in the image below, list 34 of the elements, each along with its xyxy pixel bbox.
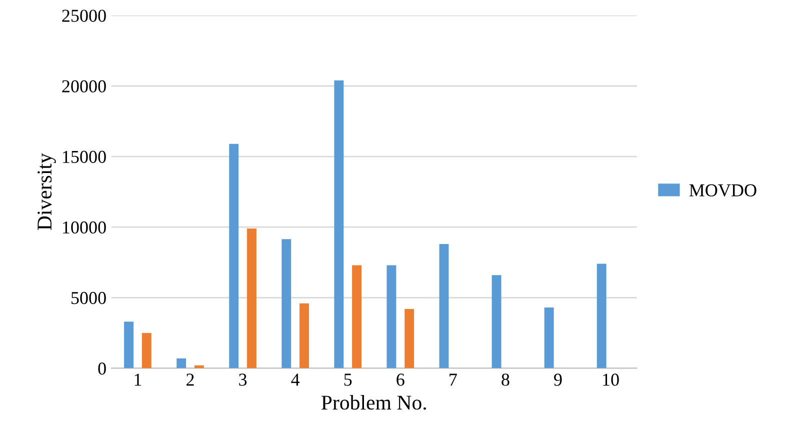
- bar: [229, 144, 239, 368]
- legend-label: MOVDO: [689, 184, 756, 197]
- bar: [544, 308, 554, 368]
- bar: [596, 264, 606, 368]
- x-tick-label: 4: [291, 374, 300, 386]
- y-axis-title: Diversity: [38, 153, 56, 230]
- bar: [124, 322, 134, 368]
- y-tick-label: 20000: [62, 80, 106, 92]
- y-tick-label: 10000: [63, 221, 106, 234]
- bar: [386, 265, 396, 368]
- x-tick-label: 2: [186, 374, 194, 386]
- x-tick-label: 1: [134, 374, 142, 386]
- x-tick-label: 6: [396, 374, 404, 386]
- bar: [142, 332, 152, 368]
- bar: [404, 308, 414, 368]
- bar: [300, 303, 309, 368]
- y-tick-label: 15000: [63, 150, 106, 163]
- bar: [492, 275, 502, 368]
- x-tick-label: 10: [603, 374, 619, 386]
- bar: [176, 358, 186, 368]
- x-tick-label: 5: [344, 374, 352, 386]
- y-tick-label: 25000: [62, 10, 106, 22]
- bar: [246, 228, 256, 368]
- y-tick-label: 0: [98, 362, 106, 375]
- x-tick-label: 8: [502, 374, 510, 386]
- bar: [282, 239, 292, 368]
- bar: [352, 265, 362, 368]
- bar: [439, 244, 449, 368]
- y-tick-label: 5000: [72, 292, 106, 304]
- x-tick-label: 9: [554, 374, 562, 386]
- bar: [334, 80, 344, 368]
- x-tick-label: 3: [239, 374, 247, 386]
- x-axis-title: Problem No.: [321, 395, 426, 410]
- x-tick-label: 7: [450, 374, 457, 386]
